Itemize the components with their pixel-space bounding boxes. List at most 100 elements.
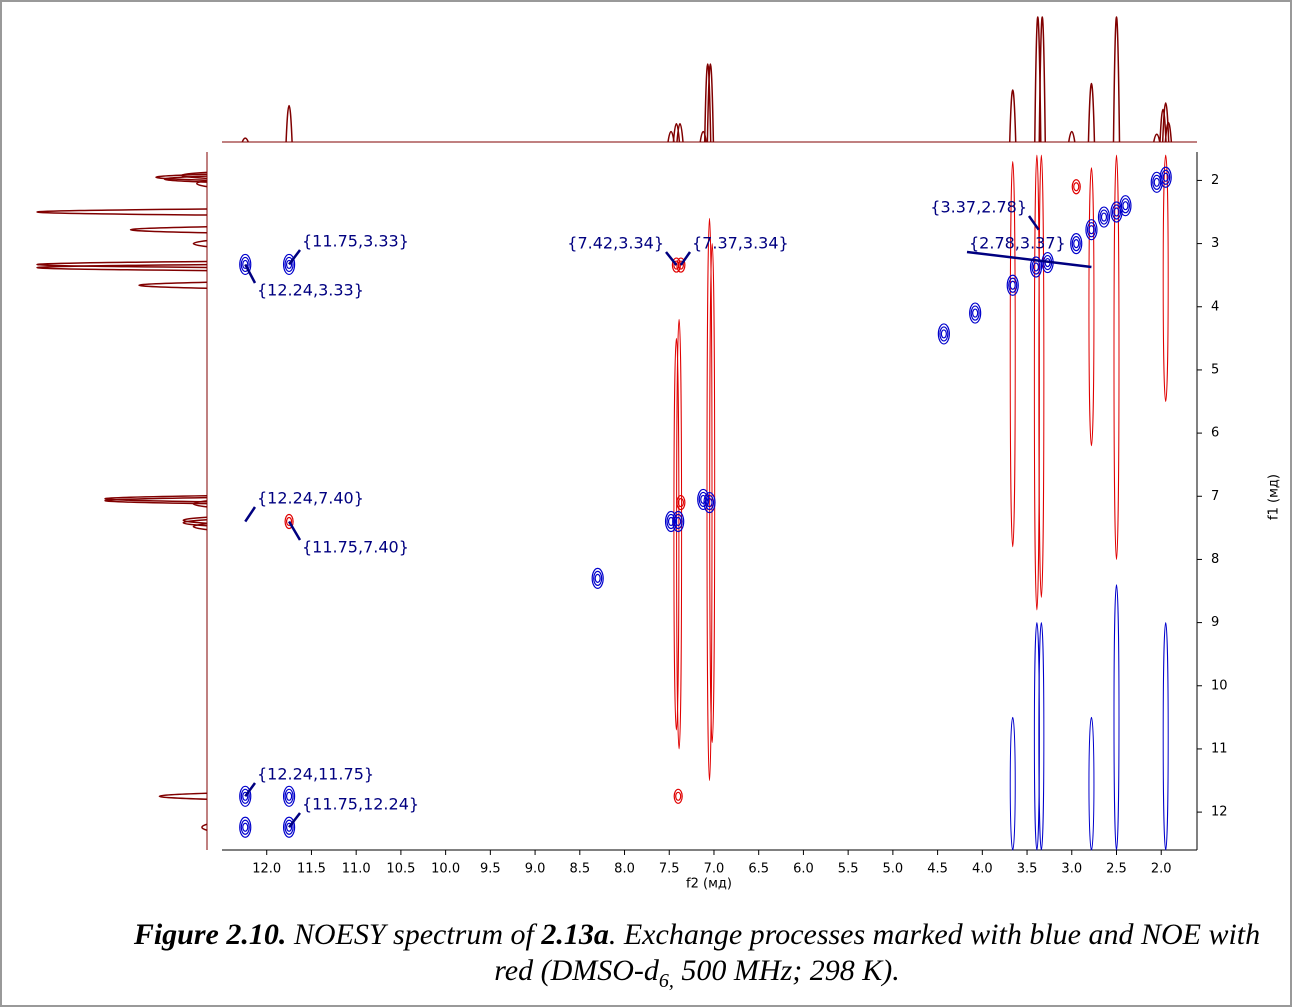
y-tick-label: 10 [1211, 678, 1228, 693]
f1-projection-peak [36, 263, 208, 272]
contour-ring [285, 516, 293, 527]
annotation-label: {7.42,3.34} [567, 234, 664, 253]
annotation-label: {3.37,2.78} [930, 198, 1027, 217]
x-tick-label: 9.0 [525, 862, 546, 877]
contour-ring [1070, 232, 1083, 255]
f2-projection-peak [1008, 89, 1017, 143]
x-tick-label: 6.5 [748, 862, 769, 877]
f1-projection-peak [130, 225, 208, 234]
x-tick-label: 8.0 [614, 862, 635, 877]
contour-ring [1086, 222, 1097, 238]
f2-projection-peak [285, 104, 293, 143]
cross-peak [239, 785, 252, 807]
streak [1038, 154, 1045, 598]
x-tick-label: 7.0 [704, 862, 725, 877]
cross-peak [1085, 219, 1098, 241]
x-tick-label: 11.5 [297, 862, 326, 877]
contour-ring [1071, 235, 1081, 252]
f2-projection-peak [676, 123, 684, 143]
contour-ring [672, 510, 685, 533]
contour-ring [1085, 219, 1098, 241]
cross-peak [1119, 195, 1132, 217]
f2-projection-peak [1164, 121, 1173, 143]
contour-ring [282, 816, 296, 838]
contour-ring [1006, 274, 1019, 296]
cross-peak [1097, 206, 1111, 228]
f2-projection-peak [706, 63, 715, 143]
caption-text: . Exchange processes marked with blue an… [494, 918, 1261, 987]
f1-projection-peak [192, 239, 208, 248]
x-tick-label: 10.0 [431, 862, 460, 877]
f2-projection-peak [1087, 83, 1096, 143]
streak [676, 318, 683, 750]
contour-ring [675, 516, 682, 527]
annotation-label: {11.75,7.40} [302, 538, 409, 557]
contour-ring [667, 516, 675, 527]
cross-peak [282, 785, 296, 807]
contour-ring [239, 253, 252, 276]
annotation-label: {11.75,12.24} [302, 795, 419, 814]
contour-ring [594, 573, 601, 583]
contour-ring [939, 326, 949, 342]
contour-ring [282, 785, 296, 807]
contour-ring [1032, 262, 1040, 272]
f2-projection-peak [703, 63, 712, 143]
caption: Figure 2.10. NOESY spectrum of 2.13a. Ex… [132, 917, 1262, 999]
compound: 2.13a [541, 918, 609, 951]
f2-projection-peak [1161, 102, 1170, 143]
contour-ring [697, 488, 710, 511]
cross-peak [239, 253, 252, 276]
annotation-label: {7.37,3.34} [692, 234, 789, 253]
contour-ring [1100, 212, 1108, 222]
f2-projection-peak [241, 137, 249, 143]
x-tick-label: 8.5 [569, 862, 590, 877]
cross-peak [1110, 201, 1123, 223]
contour-ring [242, 791, 249, 801]
contour-ring [1071, 179, 1081, 195]
y-tick-label: 12 [1211, 805, 1228, 820]
contour-ring [242, 259, 249, 270]
streak [1113, 154, 1120, 560]
x-tick-label: 10.5 [386, 862, 415, 877]
contour-ring [285, 791, 293, 801]
annotation-arrow [244, 263, 257, 284]
f1-projection-peak [158, 792, 208, 801]
contour-ring [676, 494, 686, 511]
annotation-arrow [1027, 215, 1040, 231]
streak [1162, 622, 1169, 851]
contour-ring [1099, 209, 1109, 225]
y-tick-label: 3 [1211, 236, 1219, 251]
contour-ring [1122, 201, 1129, 211]
contour-ring [698, 491, 708, 508]
contour-ring [1153, 177, 1160, 187]
cross-peak [1070, 232, 1083, 255]
x-tick-label: 4.0 [972, 862, 993, 877]
contour-ring [282, 253, 296, 276]
contour-ring [666, 513, 676, 530]
x-tick-label: 5.0 [883, 862, 904, 877]
cross-peak [676, 494, 686, 511]
contour-ring [242, 822, 249, 832]
x-tick-label: 11.0 [342, 862, 371, 877]
annotation-arrow [665, 251, 678, 266]
contour-ring [1008, 277, 1018, 293]
f1-projection-peak [181, 171, 208, 180]
contour-ring [591, 567, 604, 589]
cross-peak [282, 816, 296, 838]
contour-ring [1119, 195, 1132, 217]
contour-ring [673, 513, 683, 530]
y-tick-label: 9 [1211, 615, 1219, 630]
contour-ring [673, 788, 683, 804]
x-axis-label: f2 (мд) [686, 877, 732, 892]
f2-projection-peak [699, 130, 707, 143]
caption-text: 500 MHz; 298 K). [673, 954, 900, 987]
x-tick-label: 2.5 [1106, 862, 1127, 877]
x-tick-label: 4.5 [927, 862, 948, 877]
annotation-arrow [244, 782, 257, 798]
f2-projection-peak [1038, 16, 1046, 143]
x-tick-label: 3.0 [1061, 862, 1082, 877]
annotation-arrow [288, 520, 302, 541]
annotation-label: {12.24,7.40} [257, 489, 364, 508]
contour-ring [284, 788, 294, 804]
cross-peak [673, 788, 683, 804]
